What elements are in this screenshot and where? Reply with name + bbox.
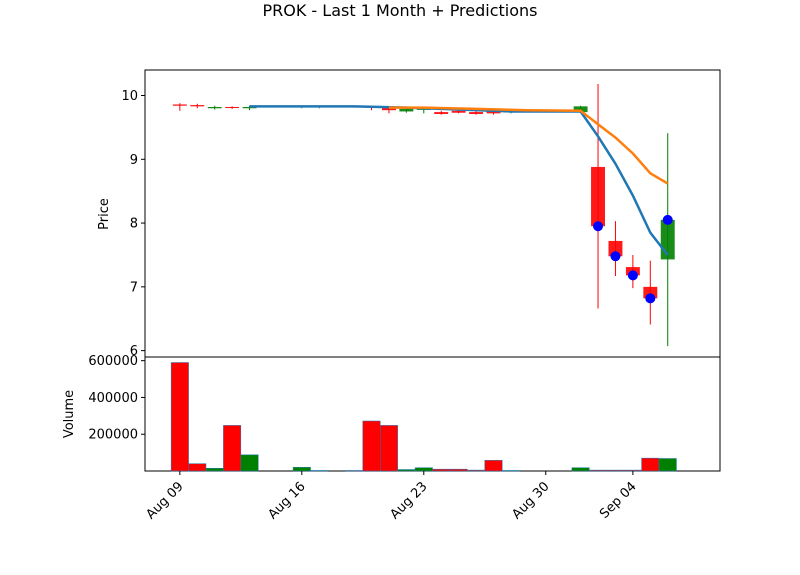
candle-body [643,286,658,299]
candle-body [225,106,240,108]
price-tick-label: 8 [130,217,138,232]
volume-bar [397,469,416,472]
prediction-marker [610,251,621,262]
volume-bar [658,458,677,472]
volume-bar [484,460,503,472]
prediction-marker [627,270,638,281]
candle-body [399,108,414,112]
volume-bar [379,425,398,472]
candle-body [591,166,605,227]
price-axis-title: Price [97,198,112,230]
volume-panel [170,362,677,472]
volume-bar [240,454,259,472]
volume-bar [310,470,329,472]
candle-body [434,112,449,115]
x-tick-label: Sep 04 [597,479,640,522]
volume-bar [223,425,242,472]
x-tick-label: Aug 09 [143,479,186,522]
volume-tick-label: 200000 [88,428,138,443]
price-tick-label: 10 [121,89,138,104]
volume-bar [571,467,590,472]
volume-bar [170,362,189,472]
volume-bar [292,467,311,472]
prediction-marker [645,293,656,304]
volume-tick-label: 400000 [88,391,138,406]
volume-tick-label: 600000 [88,354,138,369]
candle-body [573,106,588,113]
candle-body [608,240,623,257]
volume-bar [501,470,520,472]
candle-body [451,110,466,113]
volume-bar [362,420,381,472]
prediction-marker [593,221,604,232]
candle-body [469,112,484,115]
volume-bar [589,469,607,472]
volume-bar [623,469,642,472]
price-panel-frame [144,69,721,358]
x-tick-label: Aug 23 [387,479,430,522]
volume-bar [432,468,451,472]
prediction-line-2 [388,106,669,185]
volume-bar [449,468,468,472]
chart-title: PROK - Last 1 Month + Predictions [262,1,537,20]
x-tick-label: Aug 30 [509,479,552,522]
candle-body [486,111,501,114]
volume-bar [467,469,486,472]
price-panel [172,84,675,347]
volume-bar [606,469,625,472]
price-tick-label: 6 [130,344,138,359]
candle-body [381,107,396,111]
volume-bar [345,470,364,472]
x-tick-label: Aug 16 [265,479,308,522]
volume-bar [414,467,433,472]
price-tick-label: 7 [130,280,138,295]
volume-bar [188,463,207,472]
prediction-marker [662,214,673,225]
price-tick-label: 9 [130,153,138,168]
candle-body [190,105,205,107]
candle-body [172,104,187,106]
candle-body [207,106,222,109]
volume-bar [641,457,660,472]
volume-bar [205,467,224,472]
volume-axis-title: Volume [62,390,77,438]
